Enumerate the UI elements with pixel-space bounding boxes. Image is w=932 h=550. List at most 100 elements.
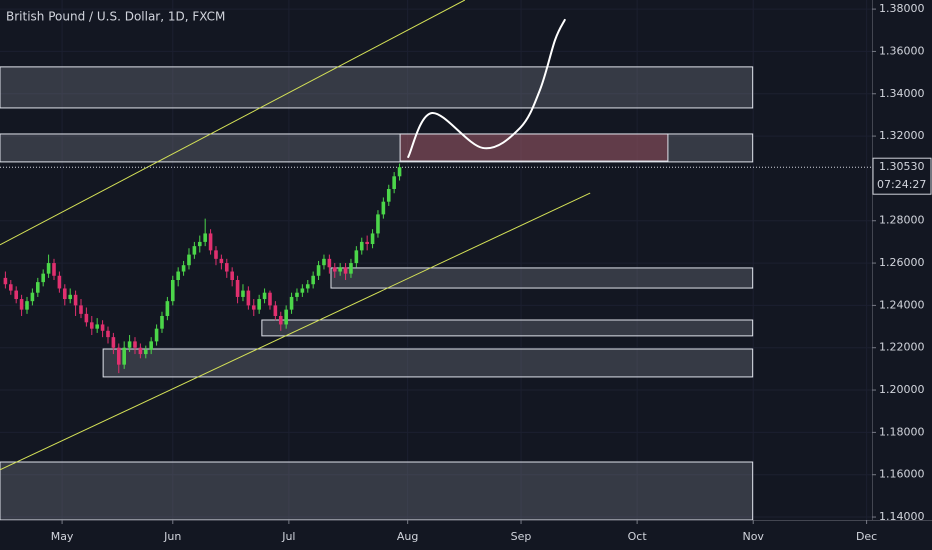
candle-body: [165, 301, 170, 316]
candle-body: [127, 341, 132, 348]
candle-body: [295, 292, 299, 297]
x-tick-label: Jul: [281, 530, 295, 543]
candle-body: [224, 263, 229, 272]
candle-body: [300, 288, 305, 293]
x-tick-label: Dec: [856, 530, 877, 543]
candle-body: [376, 214, 380, 234]
candle-body: [251, 305, 256, 310]
zone: [102, 348, 754, 378]
candle-body: [278, 315, 283, 325]
candle-body: [370, 233, 375, 245]
candle-body: [160, 315, 164, 329]
x-tick-label: Sep: [511, 530, 532, 543]
candle-body: [381, 201, 386, 215]
candle-body: [176, 271, 180, 280]
candle-body: [230, 271, 234, 280]
y-tick-label: 1.38000: [879, 2, 925, 15]
plot-area: [0, 0, 872, 520]
y-tick-label: 1.24000: [879, 298, 925, 311]
zone: [330, 267, 754, 289]
candle-body: [354, 250, 359, 264]
candle-body: [289, 296, 294, 310]
candle-body: [79, 305, 83, 314]
candle-body: [359, 241, 364, 251]
candle-body: [397, 167, 402, 177]
trend-line: [0, 192, 591, 471]
candle-body: [262, 292, 267, 300]
candle-body: [62, 288, 67, 300]
candle-body: [143, 349, 148, 355]
candle-body: [311, 275, 315, 285]
candle-body: [25, 301, 29, 310]
candle-body: [106, 330, 110, 338]
candle-body: [111, 337, 116, 348]
candle-body: [349, 263, 353, 274]
candle-body: [365, 241, 369, 245]
candle-body: [154, 328, 159, 342]
trend-line: [0, 0, 466, 246]
candle-body: [305, 284, 310, 289]
candle-body: [316, 265, 321, 276]
x-tick-label: May: [51, 530, 74, 543]
candle-body: [57, 275, 62, 289]
candle-body: [41, 273, 45, 283]
candle-body: [284, 309, 288, 325]
candle-body: [95, 324, 99, 329]
candle-body: [8, 284, 13, 291]
candle-body: [332, 267, 337, 272]
zone: [0, 66, 754, 109]
y-tick-label: 1.34000: [879, 87, 925, 100]
y-tick-label: 1.16000: [879, 468, 925, 481]
candle-body: [149, 341, 153, 350]
zone: [399, 133, 669, 162]
candle-body: [89, 322, 94, 329]
candle-body: [73, 294, 78, 306]
candle-body: [203, 233, 207, 242]
candle-body: [192, 246, 197, 255]
y-tick-label: 1.28000: [879, 214, 925, 227]
y-tick-label: 1.20000: [879, 383, 925, 396]
chart-title: British Pound / U.S. Dollar, 1D, FXCM: [6, 10, 225, 24]
x-tick-label: Jun: [163, 530, 181, 543]
y-tick-label: 1.26000: [879, 256, 925, 269]
countdown-label: 07:24:27: [877, 178, 926, 191]
zone: [261, 319, 754, 337]
candle-body: [19, 299, 24, 310]
candle-body: [322, 258, 326, 266]
y-tick-label: 1.32000: [879, 129, 925, 142]
zone: [0, 461, 754, 520]
y-tick-label: 1.36000: [879, 44, 925, 57]
zone: [0, 133, 754, 163]
candle-body: [116, 347, 121, 365]
y-tick-label: 1.14000: [879, 510, 925, 523]
candle-body: [122, 347, 126, 365]
candle-body: [181, 265, 186, 272]
x-tick-label: Nov: [742, 530, 764, 543]
candle-body: [338, 267, 342, 272]
candle-body: [214, 250, 218, 259]
candle-body: [84, 313, 89, 323]
candle-body: [187, 254, 191, 266]
candle-body: [241, 290, 245, 297]
candle-body: [197, 241, 202, 247]
axes: 1.38000 1.36000 1.34000 1.32000 1.28000 1.260…: [51, 2, 932, 543]
candle-body: [30, 292, 35, 302]
candle-body: [133, 341, 137, 348]
projection-curve: [407, 18, 566, 159]
candle-body: [138, 347, 143, 355]
candle-body: [273, 305, 278, 316]
candle-body: [170, 280, 175, 302]
y-tick-label: 1.22000: [879, 341, 925, 354]
y-tick-label: 1.18000: [879, 425, 925, 438]
candle-body: [327, 258, 332, 268]
candle-body: [235, 280, 240, 297]
candle-body: [14, 290, 18, 300]
candle-body: [392, 176, 396, 189]
candle-body: [100, 324, 105, 331]
candle-body: [246, 290, 251, 306]
candle-body: [68, 294, 72, 300]
candle-body: [52, 263, 56, 276]
candle-body: [208, 233, 213, 251]
